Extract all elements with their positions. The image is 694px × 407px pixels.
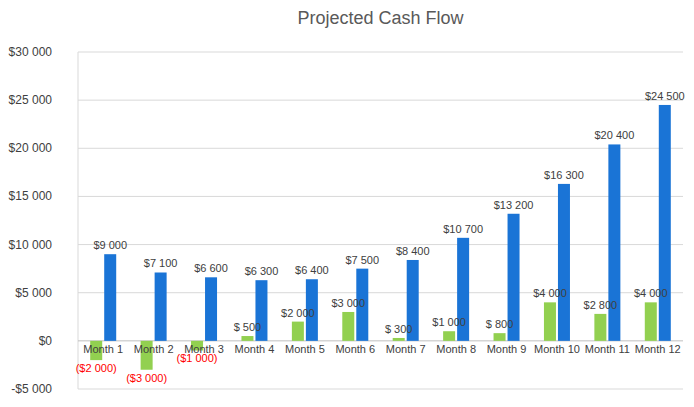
data-label: $6 300 <box>245 265 279 277</box>
bar <box>659 105 671 341</box>
data-label: $ 800 <box>486 318 514 330</box>
y-tick-label: $5 000 <box>15 286 52 300</box>
bar <box>608 144 620 340</box>
data-label: ($3 000) <box>126 372 167 384</box>
bar <box>241 336 253 341</box>
data-label: ($1 000) <box>177 352 218 364</box>
data-label: $20 400 <box>594 129 634 141</box>
y-tick-label: $25 000 <box>9 93 53 107</box>
y-tick-label: $30 000 <box>9 45 53 59</box>
y-axis-line <box>78 52 79 389</box>
data-label: $3 000 <box>331 297 365 309</box>
x-tick-label: Month 6 <box>335 343 375 355</box>
bar <box>544 302 556 341</box>
x-tick-label: Month 1 <box>83 343 123 355</box>
grid-line <box>78 292 683 293</box>
data-label: $6 600 <box>194 262 228 274</box>
x-tick-label: Month 8 <box>436 343 476 355</box>
bar <box>645 302 657 341</box>
grid-line <box>78 389 683 390</box>
y-tick-label: $10 000 <box>9 238 53 252</box>
data-label: $1 000 <box>432 316 466 328</box>
y-tick-label: $20 000 <box>9 141 53 155</box>
data-label: $24 500 <box>645 90 685 102</box>
x-tick-label: Month 7 <box>386 343 426 355</box>
data-label: $2 000 <box>281 307 315 319</box>
bar <box>155 272 167 340</box>
data-label: ($2 000) <box>76 362 117 374</box>
bar <box>494 333 506 341</box>
data-label: $4 000 <box>533 287 567 299</box>
x-tick-label: Month 4 <box>235 343 275 355</box>
grid-line <box>78 340 683 341</box>
x-tick-label: Month 5 <box>285 343 325 355</box>
x-tick-label: Month 12 <box>635 343 681 355</box>
bar <box>443 331 455 341</box>
y-tick-label: $15 000 <box>9 189 53 203</box>
x-tick-label: Month 10 <box>534 343 580 355</box>
grid-line <box>78 196 683 197</box>
bar <box>594 314 606 341</box>
bar <box>393 338 405 341</box>
chart-svg: Projected Cash Flow -$5 000 $0 $5 000 $10 00… <box>0 0 694 407</box>
y-tick-label: -$5 000 <box>11 382 52 396</box>
data-label: $ 300 <box>385 323 413 335</box>
data-label: $8 400 <box>396 245 430 257</box>
x-tick-label: Month 11 <box>585 343 630 355</box>
grid-line <box>78 52 683 53</box>
bar <box>558 184 570 341</box>
bar <box>342 312 354 341</box>
data-label: $9 000 <box>93 239 127 251</box>
grid-line <box>78 148 683 149</box>
data-label: $13 200 <box>494 199 534 211</box>
data-label: $10 700 <box>443 223 483 235</box>
bar <box>104 254 116 341</box>
data-label: $7 100 <box>144 257 178 269</box>
bars <box>90 105 671 370</box>
data-label: $2 800 <box>584 299 618 311</box>
x-tick-label: Month 2 <box>134 343 174 355</box>
grid-line <box>78 244 683 245</box>
bar <box>205 277 217 341</box>
data-label: $ 500 <box>234 321 262 333</box>
chart-title: Projected Cash Flow <box>297 8 464 28</box>
bar <box>292 322 304 341</box>
chart-container: Projected Cash Flow -$5 000 $0 $5 000 $10 00… <box>0 0 694 407</box>
data-label: $16 300 <box>544 169 584 181</box>
data-label: $6 400 <box>295 264 329 276</box>
x-tick-label: Month 9 <box>487 343 527 355</box>
grid-line <box>78 100 683 101</box>
data-label: $7 500 <box>345 254 379 266</box>
data-label: $4 000 <box>634 287 668 299</box>
y-tick-label: $0 <box>39 334 53 348</box>
